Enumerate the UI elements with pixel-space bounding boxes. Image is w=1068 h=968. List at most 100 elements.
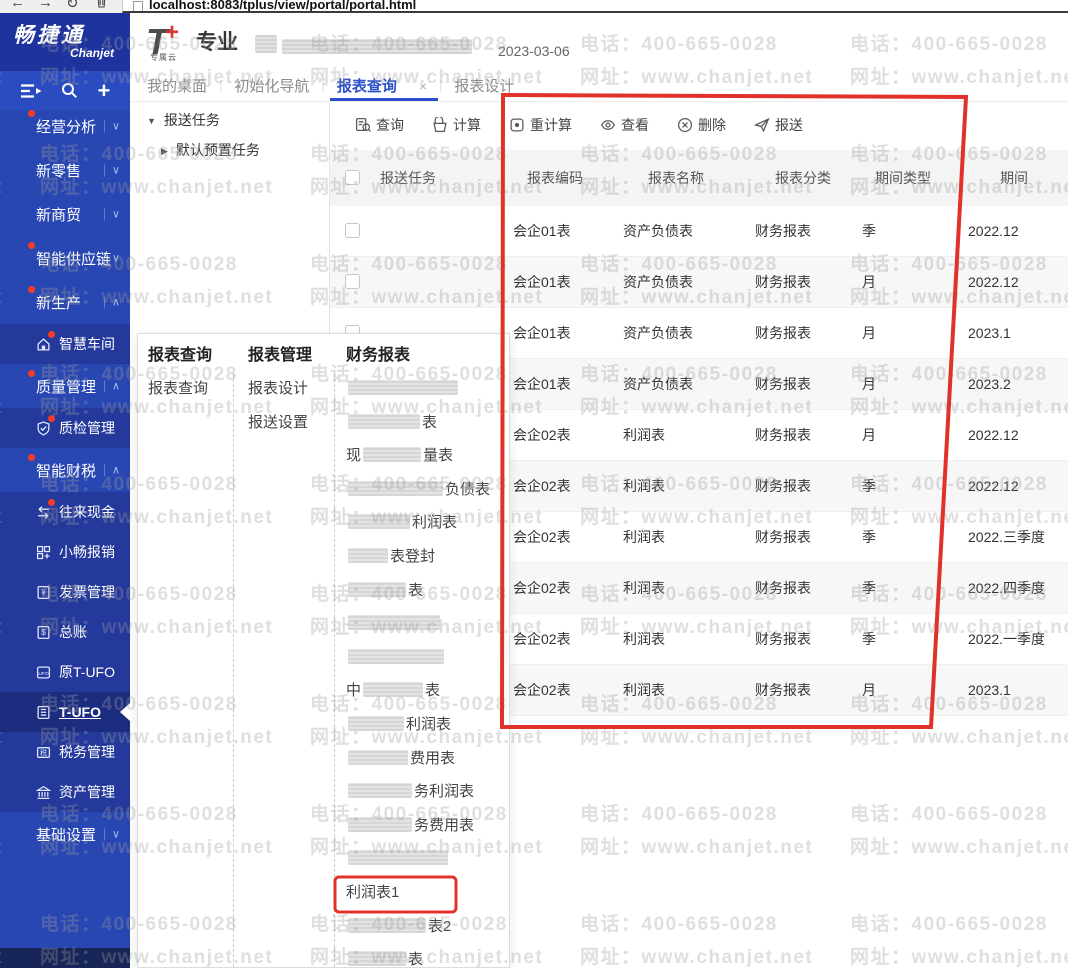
notification-dot [48, 415, 55, 422]
sidebar-item-新商贸[interactable]: 新商贸 ∨ [0, 192, 130, 236]
toolbar-button-查看[interactable]: 查看 [600, 115, 649, 135]
popup-item-表登封[interactable]: 表登封 [346, 542, 435, 572]
address-bar[interactable]: localhost:8083/tplus/view/portal/portal.… [122, 0, 1068, 13]
sidebar-item-质量管理[interactable]: 质量管理 ∧ [0, 364, 130, 408]
cell-category: 财务报表 [755, 631, 811, 647]
popup-item-redacted[interactable] [346, 374, 460, 404]
popup-item-表[interactable]: 表 [346, 408, 437, 438]
notification-dot [28, 242, 35, 249]
sidebar-item-智慧车间[interactable]: 智慧车间 [0, 324, 130, 364]
sidebar-item-发票管理[interactable]: ¥ 发票管理 [0, 572, 130, 612]
popup-item-表[interactable]: 表 [346, 945, 423, 968]
table-row[interactable]: 会企01表 资产负债表 财务报表 季 2022.12 [330, 206, 1068, 257]
redacted-text [348, 514, 410, 530]
sidebar-item-T-UFO[interactable]: T-UFO [0, 692, 130, 732]
popup-item-务费用表[interactable]: 务费用表 [346, 811, 474, 841]
popup-item-redacted[interactable] [346, 609, 442, 639]
sidebar-item-新生产[interactable]: 新生产 ∧ [0, 280, 130, 324]
sidebar-item-智能财税[interactable]: 智能财税 ∧ [0, 448, 130, 492]
cell-period_type: 月 [862, 682, 876, 698]
redacted-text [348, 413, 420, 429]
sidebar-item-label: 新零售 [36, 162, 82, 180]
sidebar-item-基础设置[interactable]: 基础设置 ∨ [0, 812, 130, 856]
popup-item-报表查询[interactable]: 报表查询 [148, 374, 208, 404]
back-icon[interactable]: ← [10, 0, 25, 11]
cell-code: 会企02表 [513, 580, 571, 596]
cell-period_type: 月 [862, 376, 876, 392]
table-row[interactable]: 会企01表 资产负债表 财务报表 月 2022.12 [330, 257, 1068, 308]
popup-item-利润表[interactable]: 利润表 [346, 710, 451, 740]
tab-报表设计[interactable]: 报表设计 [454, 78, 515, 95]
tree-root-label: 报送任务 [163, 112, 220, 128]
row-checkbox[interactable] [345, 274, 360, 289]
trash-icon[interactable] [96, 0, 107, 12]
report-menu-popup: 报表查询 报表查询 报表管理 报表设计 报送设置 财务报表表现量表 负债表 利润表 表登封表中表… [137, 333, 510, 968]
popup-item-表[interactable]: 表 [346, 576, 423, 606]
cell-category: 财务报表 [755, 529, 811, 545]
cell-period_type: 月 [862, 427, 876, 443]
tree-item-default-task[interactable]: ▶ 默认预置任务 [161, 140, 260, 160]
popup-item-现量表[interactable]: 现 量表 [346, 441, 453, 471]
sidebar-item-往来现金[interactable]: 往来现金 [0, 492, 130, 532]
sidebar-item-经营分析[interactable]: 经营分析 ∨ [0, 104, 130, 148]
popup-item-报送设置[interactable]: 报送设置 [248, 408, 308, 438]
popup-item-利润表1[interactable]: 利润表1 [346, 878, 399, 908]
tab-我的桌面[interactable]: 我的桌面 [147, 78, 208, 95]
sidebar-item-小畅报销[interactable]: 小畅报销 [0, 532, 130, 572]
view-icon [600, 117, 621, 133]
sidebar-icon-row: + [0, 71, 130, 110]
sidebar-item-label: 原T-UFO [59, 664, 115, 680]
popup-item-中表[interactable]: 中表 [346, 676, 440, 706]
sidebar-item-质检管理[interactable]: 质检管理 [0, 408, 130, 448]
toolbar-button-label: 查询 [376, 117, 404, 133]
tab-close-icon[interactable]: × [418, 77, 428, 94]
tax-icon: 税 [36, 745, 51, 760]
toolbar-button-删除[interactable]: 删除 [677, 115, 726, 135]
select-all-checkbox[interactable] [345, 170, 360, 185]
asset-icon [36, 785, 51, 800]
quality-shield-icon [36, 420, 51, 436]
toolbar-button-报送[interactable]: 报送 [754, 115, 803, 135]
toolbar-button-计算[interactable]: 计算 [432, 115, 481, 135]
popup-item-redacted[interactable] [346, 844, 450, 874]
redacted-text [348, 548, 388, 563]
chevron-down-icon: ∨ [103, 208, 120, 221]
cell-period: 2023.1 [968, 325, 1011, 341]
popup-item-报表设计[interactable]: 报表设计 [248, 374, 308, 404]
page-icon [133, 1, 143, 11]
reload-icon[interactable]: ↻ [66, 0, 79, 12]
forward-icon[interactable]: → [38, 0, 53, 11]
toolbar-button-查询[interactable]: 查询 [355, 115, 404, 135]
sidebar-item-智能供应链[interactable]: 智能供应链 ∨ [0, 236, 130, 280]
plus-icon[interactable]: + [97, 77, 111, 103]
popup-item-务利润表[interactable]: 务利润表 [346, 777, 474, 807]
tab-报表查询[interactable]: 报表查询 [336, 78, 397, 95]
popup-item-费用表[interactable]: 费用表 [346, 744, 455, 774]
popup-item-负债表[interactable]: 负债表 [346, 475, 490, 505]
url-text[interactable]: localhost:8083/tplus/view/portal/portal.… [149, 0, 417, 12]
chevron-down-icon: ∨ [103, 828, 120, 841]
popup-item-表2[interactable]: 表2 [346, 912, 451, 942]
popup-item-label: 中 [346, 682, 362, 700]
cell-category: 财务报表 [755, 682, 811, 698]
menu-icon[interactable] [20, 83, 42, 99]
popup-item-redacted[interactable] [346, 643, 446, 673]
popup-item-利润表[interactable]: 利润表 [346, 508, 457, 538]
tab-初始化导航[interactable]: 初始化导航 [234, 78, 310, 95]
sidebar-item-税务管理[interactable]: 税 税务管理 [0, 732, 130, 772]
cell-period: 2022.四季度 [968, 580, 1046, 596]
sidebar-item-新零售[interactable]: 新零售 ∨ [0, 148, 130, 192]
cell-period_type: 季 [862, 580, 876, 596]
toolbar-button-label: 查看 [621, 117, 649, 133]
cell-name: 资产负债表 [623, 325, 693, 341]
row-checkbox[interactable] [345, 223, 360, 238]
tree-child-label: 默认预置任务 [175, 142, 260, 158]
tree-item-root[interactable]: ▼ 报送任务 [147, 110, 220, 130]
sidebar-item-资产管理[interactable]: 资产管理 [0, 772, 130, 812]
sidebar-item-label: 经营分析 [36, 118, 97, 136]
cell-period_type: 月 [862, 325, 876, 341]
sidebar-item-总账[interactable]: $ 总账 [0, 612, 130, 652]
search-icon[interactable] [61, 82, 78, 99]
toolbar-button-重计算[interactable]: 重计算 [509, 115, 572, 135]
sidebar-item-原T-UFO[interactable]: UFO 原T-UFO [0, 652, 130, 692]
